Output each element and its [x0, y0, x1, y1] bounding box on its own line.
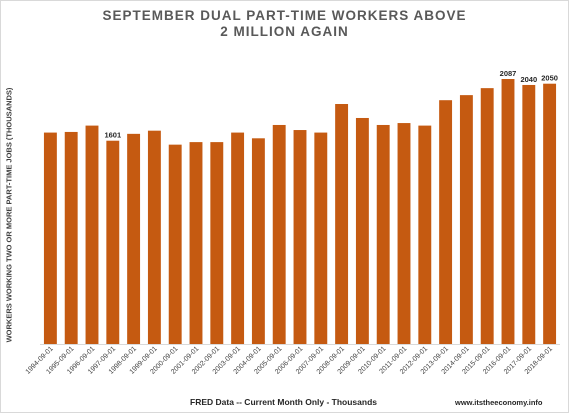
- bar-1994-09-01: [43, 132, 57, 344]
- bar-2000-09-01: [168, 144, 182, 344]
- bar-2001-09-01: [189, 142, 203, 344]
- bar-2007-09-01: [314, 132, 328, 344]
- bar-2010-09-01: [376, 124, 390, 344]
- source-credit: www.itstheeconomy.info: [455, 398, 543, 407]
- bar-2017-09-01: [522, 84, 536, 344]
- bar-2018-09-01: [543, 83, 557, 344]
- bar-2006-09-01: [293, 130, 307, 344]
- chart-title-line-2: 2 MILLION AGAIN: [220, 24, 349, 39]
- bar-2011-09-01: [397, 123, 411, 344]
- bar-1996-09-01: [85, 125, 99, 344]
- bar-2009-09-01: [355, 117, 369, 344]
- bar-1999-09-01: [147, 130, 161, 344]
- bar-2012-09-01: [418, 125, 432, 344]
- bar-2016-09-01: [501, 79, 515, 344]
- bar-2013-09-01: [439, 100, 453, 344]
- bar-2008-09-01: [335, 104, 349, 344]
- bar-2005-09-01: [272, 124, 286, 344]
- data-label-1997-09-01: 1601: [104, 131, 121, 140]
- x-axis-label: FRED Data -- Current Month Only - Thousa…: [190, 397, 377, 407]
- bar-1997-09-01: [106, 140, 120, 344]
- bar-1998-09-01: [127, 133, 141, 344]
- chart-title-line-1: SEPTEMBER DUAL PART-TIME WORKERS ABOVE: [102, 8, 467, 23]
- bar-2014-09-01: [459, 95, 473, 344]
- data-label-2018-09-01: 2050: [541, 74, 558, 83]
- bar-2002-09-01: [210, 142, 224, 344]
- bar-2015-09-01: [480, 88, 494, 344]
- data-label-2016-09-01: 2087: [500, 69, 517, 78]
- data-label-2017-09-01: 2040: [520, 75, 537, 84]
- bar-1995-09-01: [64, 131, 78, 344]
- bar-2004-09-01: [251, 138, 265, 344]
- bar-2003-09-01: [231, 132, 245, 344]
